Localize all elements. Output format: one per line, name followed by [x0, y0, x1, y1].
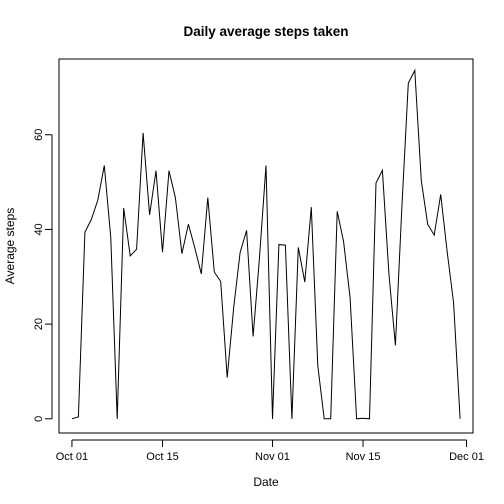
y-axis: 0 20 40 60: [33, 129, 53, 422]
y-tick-label: 40: [33, 223, 45, 235]
y-axis-label: Average steps: [3, 208, 17, 285]
y-tick-label: 60: [33, 129, 45, 141]
y-tick-label: 20: [33, 318, 45, 330]
x-tick-label: Nov 15: [346, 451, 381, 463]
plot-frame: [58, 58, 474, 434]
x-axis-label: Date: [253, 475, 279, 489]
chart-title: Daily average steps taken: [183, 24, 348, 39]
y-tick-label: 0: [33, 416, 45, 422]
x-tick-label: Oct 01: [56, 451, 88, 463]
series-line: [71, 68, 461, 420]
x-axis: Oct 01 Oct 15 Nov 01 Nov 15 Dec 01: [56, 439, 484, 463]
x-tick-label: Oct 15: [146, 451, 178, 463]
x-tick-label: Nov 01: [255, 451, 290, 463]
x-tick-label: Dec 01: [449, 451, 484, 463]
